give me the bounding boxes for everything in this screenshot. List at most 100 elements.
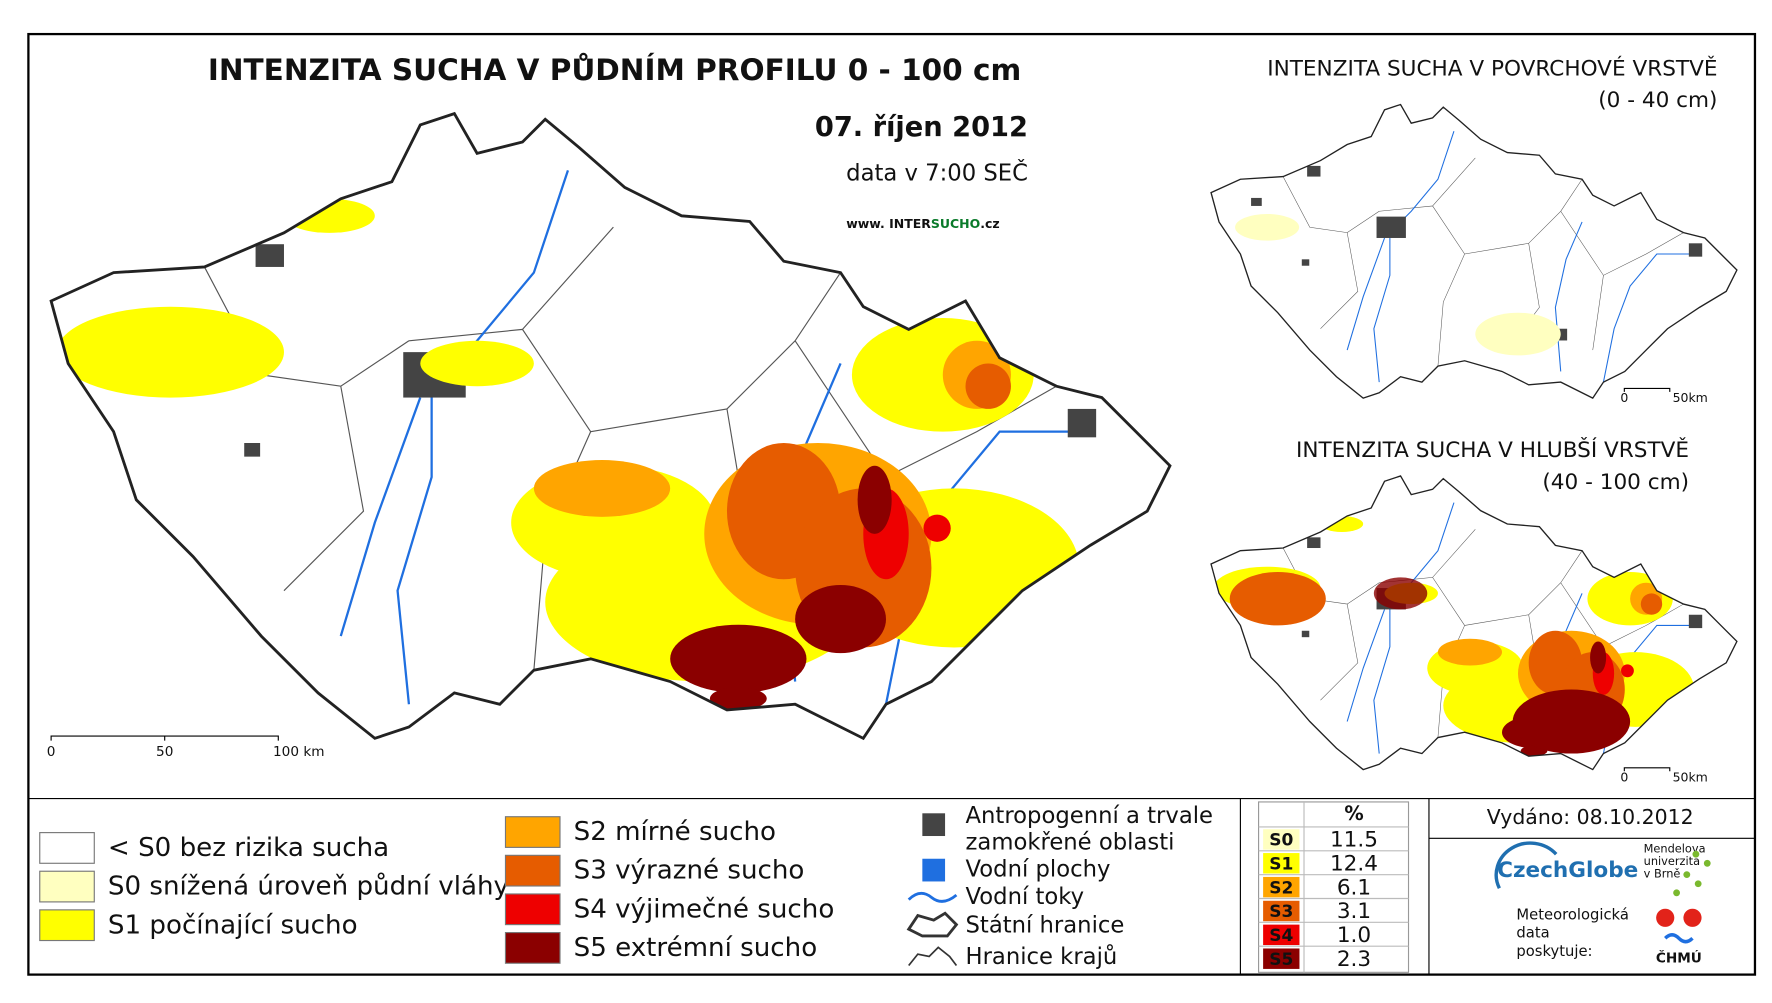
scale-label: 50 <box>156 744 173 760</box>
map-shape <box>1656 908 1675 927</box>
table-class: S3 <box>1269 902 1293 922</box>
class-swatch <box>1263 829 1300 850</box>
legend-label: Vodní toky <box>966 884 1085 910</box>
map-shape <box>1692 850 1700 858</box>
table-percent: 3.1 <box>1337 899 1371 924</box>
legend-label: Hranice krajů <box>966 943 1118 970</box>
scale-bar <box>50 735 279 741</box>
scale-label: 50km <box>1673 770 1708 785</box>
map-shape <box>1673 889 1680 897</box>
map-shape <box>1235 213 1300 241</box>
inset-map-bottom <box>1211 476 1737 770</box>
table-class: S2 <box>1269 878 1293 898</box>
table-percent: 11.5 <box>1330 828 1378 853</box>
table-percent: 1.0 <box>1337 923 1371 948</box>
legend-classes: < S0 bez rizika sucha S0 snížená úroveň p… <box>39 816 835 964</box>
legend-swatch <box>504 932 561 964</box>
website-highlight: SUCHO <box>931 215 980 230</box>
provider: data <box>1516 925 1549 942</box>
logo-mendel: Mendelova <box>1644 842 1706 856</box>
table-header: % <box>1344 802 1363 825</box>
legend-swatch <box>39 870 95 903</box>
map-shape <box>1694 880 1702 888</box>
legend-region-icon <box>908 946 958 967</box>
scale-bar <box>1623 387 1671 392</box>
inset-map-top <box>1211 105 1737 399</box>
class-swatch <box>1263 876 1300 898</box>
map-shape <box>1512 689 1631 754</box>
map-shape <box>1475 312 1561 356</box>
table-percent: 6.1 <box>1337 875 1371 900</box>
legend-river-icon <box>907 891 958 903</box>
logo-dots <box>1673 850 1711 897</box>
legend-label: S2 mírné sucho <box>574 817 776 847</box>
map-shape <box>1229 572 1631 754</box>
legend-label: S1 počínající sucho <box>108 910 358 940</box>
legend-swatch <box>39 832 95 864</box>
class-swatch <box>1263 948 1300 969</box>
legend-swatch <box>922 813 946 837</box>
inset-title: INTENZITA SUCHA V HLUBŠÍ VRSTVĚ <box>1296 437 1689 463</box>
map-shape <box>1703 859 1711 867</box>
inset-depth: (40 - 100 cm) <box>1542 470 1689 495</box>
map-data-time: data v 7:00 SEČ <box>846 158 1028 186</box>
scale-label: 0 <box>1620 770 1628 785</box>
logo-mendel: univerzita <box>1644 854 1700 868</box>
legend-swatch <box>39 909 95 942</box>
table-percent: 2.3 <box>1337 947 1371 972</box>
legend-label: Antropogenní a trvale <box>966 803 1214 829</box>
table-border <box>1258 801 1410 973</box>
website-suffix: .cz <box>980 215 999 230</box>
table-class: S1 <box>1269 854 1293 874</box>
logo-chmu <box>1656 908 1702 944</box>
map-date: 07. říjen 2012 <box>815 112 1028 143</box>
map-shape <box>1373 577 1428 610</box>
website: www. INTERSUCHO.cz <box>846 215 999 230</box>
scale-label: 0 <box>47 744 56 760</box>
class-swatch <box>1263 900 1300 922</box>
issued: Vydáno: 08.10.2012 <box>1487 805 1694 829</box>
inset-depth: (0 - 40 cm) <box>1598 88 1717 113</box>
legend-label: S5 extrémní sucho <box>574 933 818 963</box>
scale-label: 0 <box>1620 390 1628 405</box>
logo-czechglobe: CzechGlobe <box>1497 858 1638 883</box>
website-prefix: www. INTER <box>846 215 931 230</box>
legend-other: Antropogenní a trvale zamokřené oblasti … <box>906 803 1214 970</box>
provider: poskytuje: <box>1516 943 1592 960</box>
legend-label: S0 snížená úroveň půdní vláhy <box>108 872 509 902</box>
logo-arc <box>1494 841 1558 890</box>
map-shape <box>1235 213 1561 356</box>
map-shape <box>1683 908 1702 927</box>
map-shape <box>1683 871 1691 879</box>
legend-swatch <box>922 858 946 882</box>
legend-swatch <box>504 893 561 926</box>
inset-title: INTENZITA SUCHA V POVRCHOVÉ VRSTVĚ <box>1267 55 1717 81</box>
scale-bar <box>1623 767 1671 772</box>
logo-mendel: v Brně <box>1644 867 1681 881</box>
map-shape <box>1664 933 1694 944</box>
map-title: INTENZITA SUCHA V PŮDNÍM PROFILU 0 - 100… <box>208 51 1021 87</box>
legend-label: zamokřené oblasti <box>966 829 1175 855</box>
legend-swatch <box>504 854 561 887</box>
table-class: S0 <box>1269 831 1293 851</box>
legend-label: S4 výjimečné sucho <box>574 894 835 924</box>
table-percent: 12.4 <box>1330 851 1378 876</box>
table-class: S4 <box>1269 926 1293 946</box>
class-swatch <box>1263 924 1300 946</box>
scale-label: 100 km <box>273 744 325 760</box>
stats-table: % S0 11.5 S1 12.4 S2 6.1 S3 3.1 S4 1.0 S5 2.3 <box>1258 801 1410 973</box>
legend-label: Vodní plochy <box>966 857 1111 883</box>
legend-label: < S0 bez rizika sucha <box>108 833 389 863</box>
table-class: S5 <box>1269 950 1293 970</box>
logo-chmu-text: ČHMÚ <box>1656 949 1702 967</box>
legend-label: Státní hranice <box>966 912 1125 938</box>
scale-label: 50km <box>1673 390 1708 405</box>
map-shape <box>1229 572 1326 626</box>
legend-border-icon <box>906 911 959 938</box>
legend-swatch <box>504 816 561 848</box>
class-swatch <box>1263 853 1300 874</box>
legend-label: S3 výrazné sucho <box>574 856 805 886</box>
